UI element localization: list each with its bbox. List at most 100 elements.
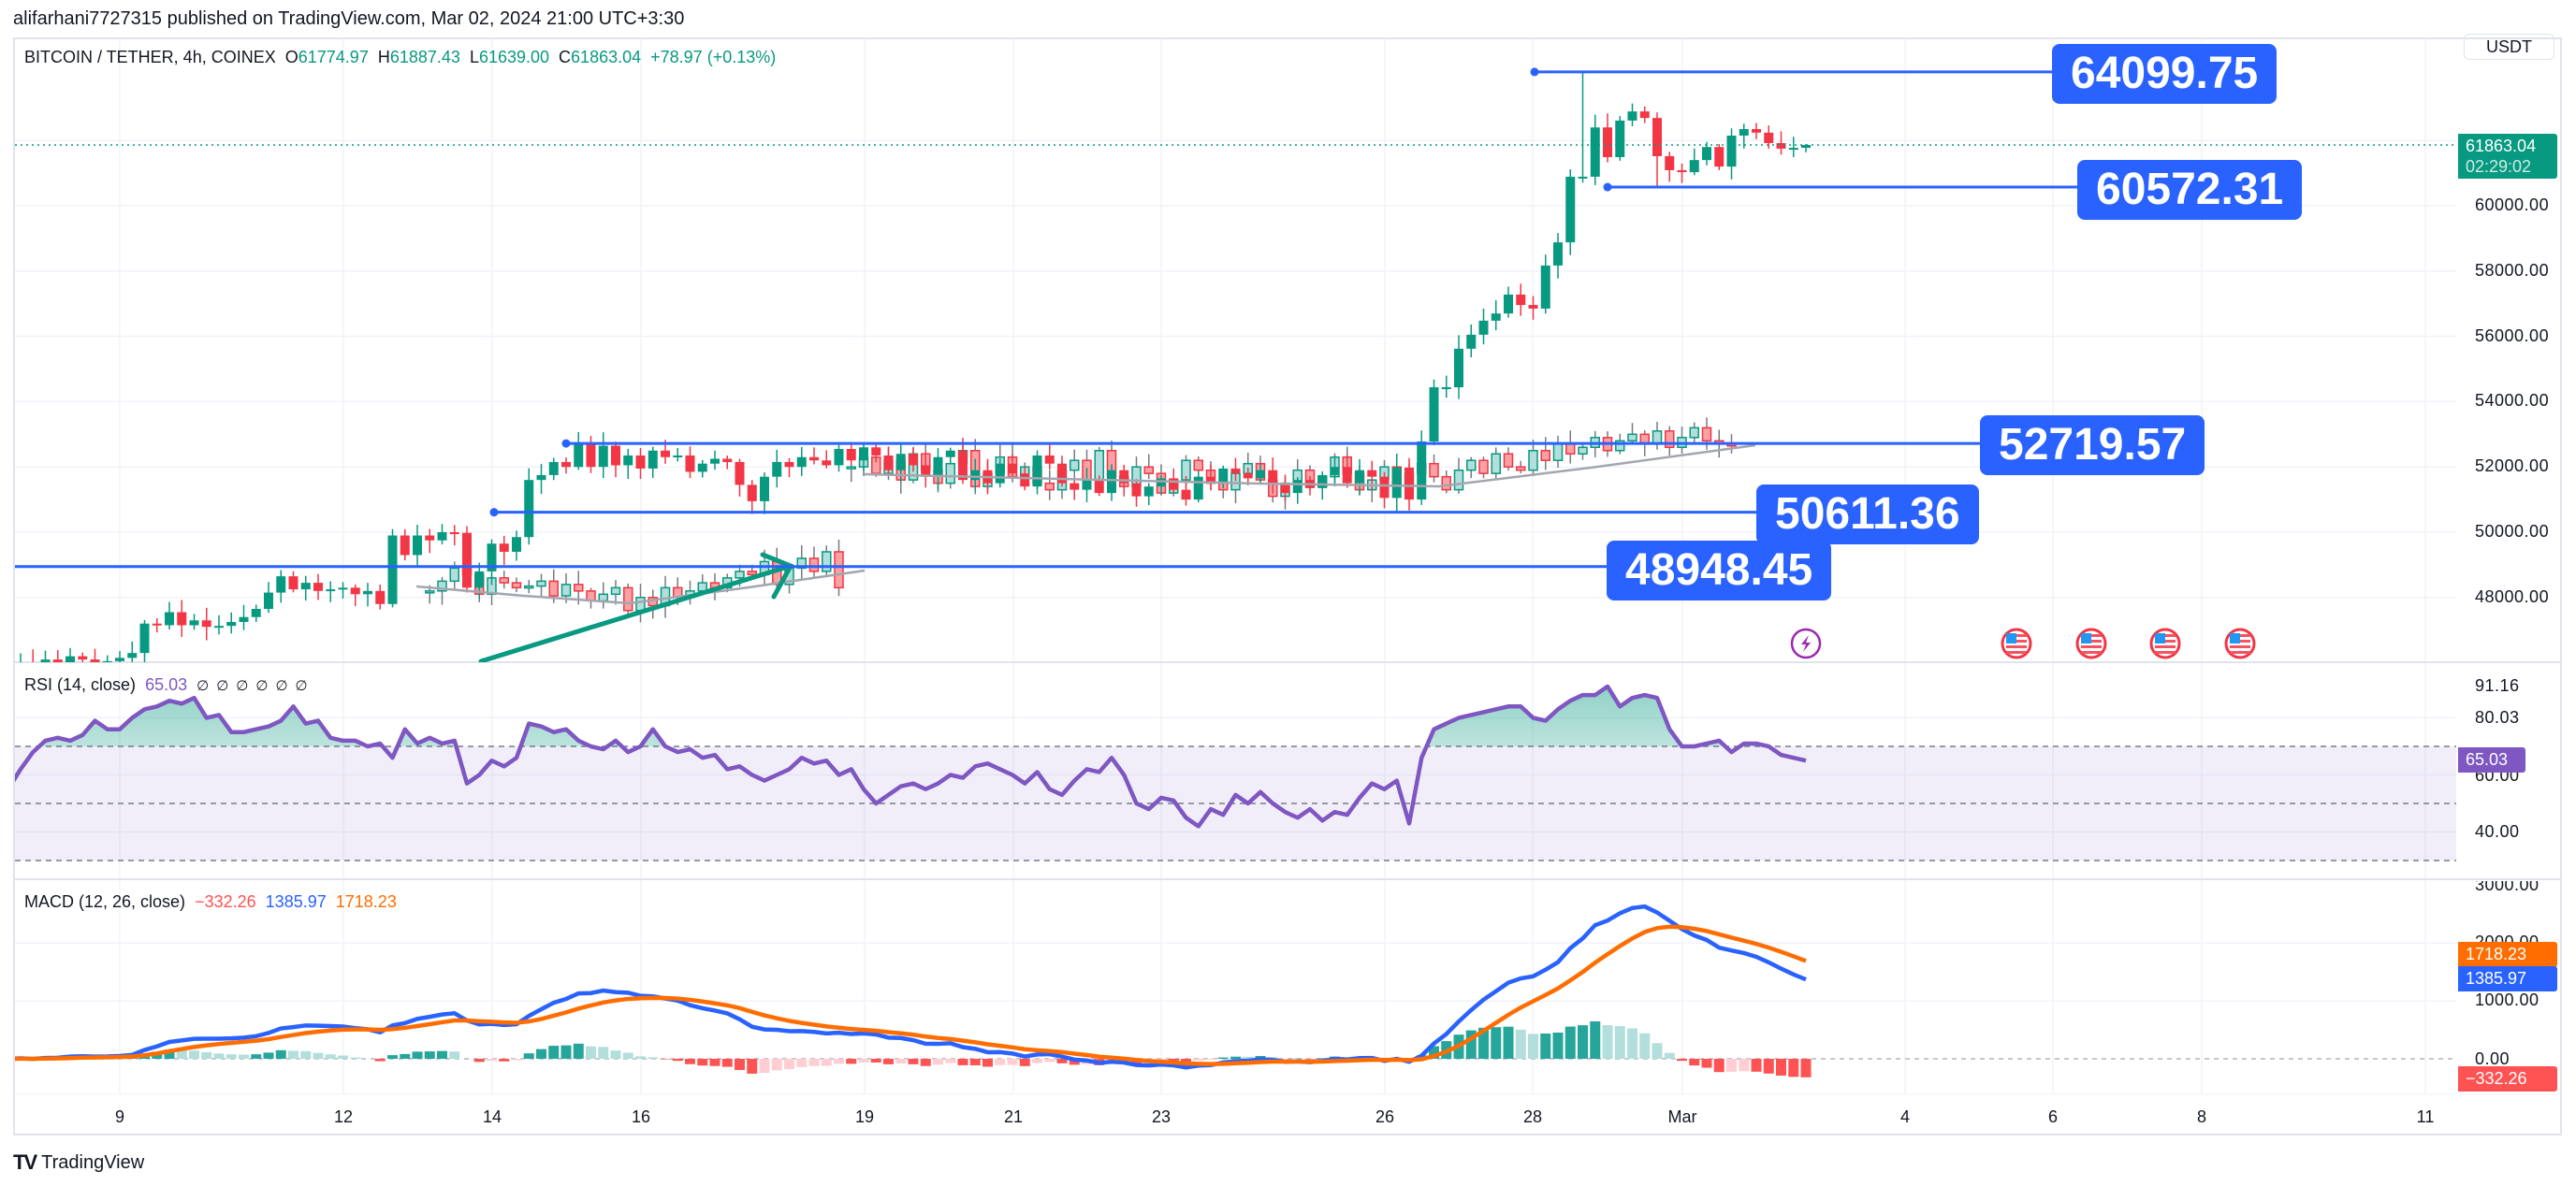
candle: [239, 616, 249, 622]
candle: [970, 470, 981, 481]
macd-histogram-bar: [1664, 1052, 1675, 1059]
candle: [1702, 147, 1711, 161]
candle: [437, 532, 447, 541]
rsi-title[interactable]: RSI (14, close): [24, 675, 137, 694]
ghost-candle: [598, 593, 608, 602]
macd-histogram-bar: [586, 1046, 596, 1059]
candle: [1665, 155, 1675, 170]
flag-stripe: [2230, 645, 2250, 648]
tradingview-logo[interactable]: TV TradingView: [13, 1150, 144, 1175]
macd-histogram-bar: [648, 1057, 659, 1059]
candle: [78, 656, 88, 660]
macd-histogram-bar: [697, 1059, 708, 1066]
bar-countdown: 02:29:02: [2466, 157, 2532, 176]
level-anchor-handle: [1603, 182, 1612, 192]
macd-histogram-bar: [1763, 1059, 1774, 1074]
ghost-candle: [1565, 443, 1576, 455]
ghost-candle: [511, 582, 522, 589]
candle: [1268, 470, 1278, 484]
empty-value-icon: ∅: [295, 678, 315, 694]
macd-histogram-bar: [374, 1059, 386, 1062]
level-label-64099[interactable]: 64099.75: [2052, 44, 2278, 104]
macd-histogram-bar: [1465, 1030, 1477, 1059]
ghost-candle: [1627, 433, 1637, 442]
flag-canton: [2230, 633, 2240, 644]
macd-histogram-bar: [3, 1059, 13, 1060]
candle: [65, 656, 75, 662]
macd-histogram-bar: [189, 1050, 199, 1059]
flag-stripe: [2081, 645, 2102, 648]
candle: [449, 532, 459, 534]
candle: [1342, 467, 1352, 484]
macd-histogram-bar: [1044, 1059, 1055, 1063]
candle: [1788, 148, 1798, 151]
macd-histogram-bar: [350, 1057, 361, 1059]
candle: [561, 461, 571, 468]
ghost-candle: [1689, 427, 1699, 439]
level-label-60572[interactable]: 60572.31: [2077, 160, 2303, 220]
flag-stripe: [2081, 651, 2102, 654]
macd-signal-tag: 1718.23: [2458, 942, 2557, 967]
macd-histogram-bar: [1230, 1056, 1241, 1059]
macd-histogram-bar: [821, 1059, 832, 1066]
price-axis-label: 60000.00: [2475, 195, 2550, 214]
macd-histogram-bar: [1069, 1059, 1080, 1065]
candle: [574, 443, 584, 468]
rsi-band: [15, 746, 2456, 861]
candle: [425, 535, 435, 541]
candle: [189, 620, 199, 626]
ghost-candle: [1615, 440, 1625, 452]
macd-histogram-bar: [834, 1059, 844, 1064]
ghost-candle: [574, 584, 584, 592]
level-label-50611[interactable]: 50611.36: [1756, 485, 1979, 544]
macd-histogram-bar: [387, 1055, 398, 1059]
macd-histogram-bar: [1627, 1028, 1637, 1059]
candle: [760, 476, 769, 501]
candle: [921, 465, 931, 477]
candle: [598, 445, 608, 468]
ghost-candle: [1466, 459, 1477, 471]
candle: [1218, 468, 1229, 484]
candle: [1491, 313, 1501, 321]
price-pane: [15, 71, 2456, 662]
candle: [276, 576, 286, 593]
ghost-candle: [1528, 450, 1538, 471]
flag-stripe: [2006, 645, 2027, 648]
symbol-legend: BITCOIN / TETHER, 4h, COINEX O61774.97 H…: [24, 48, 776, 67]
candle: [809, 456, 819, 461]
high-value: 61887.43: [389, 48, 460, 66]
ghost-candle: [425, 590, 435, 594]
flag-stripe: [2230, 651, 2250, 654]
macd-histogram-bar: [1478, 1027, 1489, 1059]
macd-histogram-bar: [1217, 1057, 1229, 1059]
candle: [177, 612, 187, 626]
candle: [499, 543, 509, 552]
level-label-48948[interactable]: 48948.45: [1607, 541, 1832, 600]
empty-value-icon: ∅: [255, 678, 276, 694]
candle: [512, 537, 521, 552]
rsi-axis-label: 80.03: [2475, 708, 2520, 727]
macd-histogram-bar: [660, 1059, 671, 1060]
level-label-52719[interactable]: 52719.57: [1980, 415, 2205, 475]
macd-histogram-bar: [622, 1052, 633, 1059]
macd-histogram-bar: [858, 1059, 869, 1063]
candle: [772, 461, 782, 477]
candle: [1317, 474, 1328, 488]
price-axis-label: 56000.00: [2475, 325, 2550, 345]
macd-histogram-bar: [1578, 1025, 1588, 1059]
candle: [350, 587, 360, 595]
rsi-axis-label: 91.16: [2475, 676, 2520, 695]
macd-histogram-bar: [1677, 1059, 1687, 1062]
candle: [474, 571, 485, 588]
candle: [1603, 127, 1612, 157]
macd-title[interactable]: MACD (12, 26, close): [24, 892, 186, 911]
currency-button[interactable]: USDT: [2464, 34, 2554, 60]
macd-histogram-bar: [1788, 1059, 1799, 1078]
macd-histogram-bar: [1552, 1032, 1564, 1059]
macd-histogram-bar: [933, 1059, 943, 1065]
symbol-name[interactable]: BITCOIN / TETHER, 4h, COINEX: [24, 48, 276, 66]
macd-histogram-bar: [709, 1059, 720, 1066]
candle: [586, 443, 596, 468]
date-label: 11: [2416, 1107, 2435, 1126]
